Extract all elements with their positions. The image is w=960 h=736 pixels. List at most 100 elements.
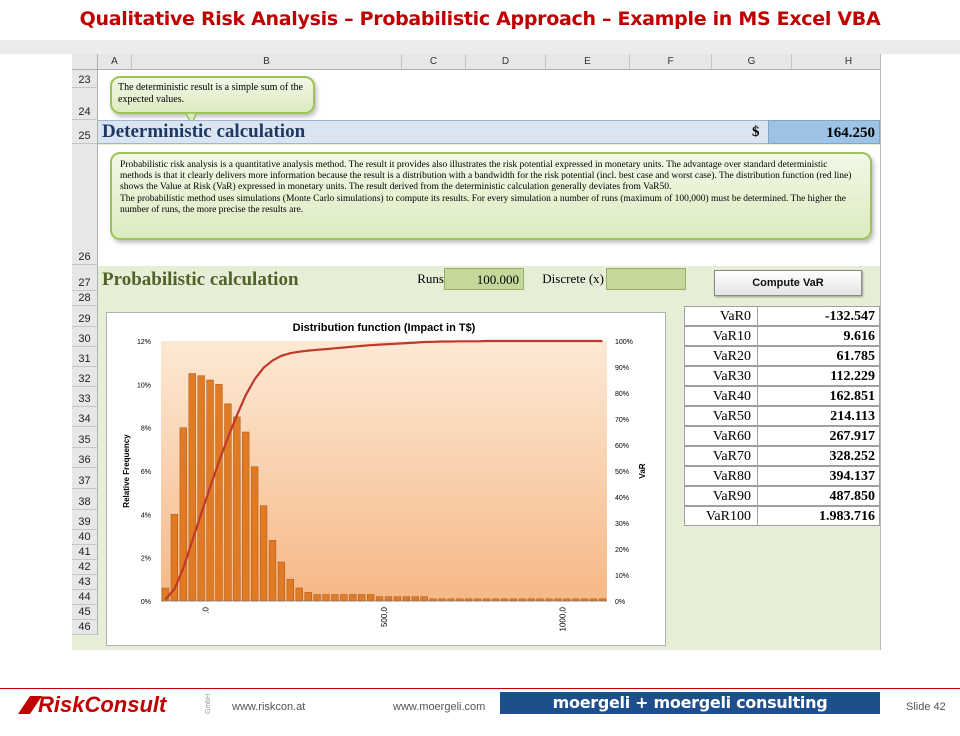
- column-header-h[interactable]: H: [792, 54, 880, 70]
- column-header-b[interactable]: B: [132, 54, 402, 70]
- var-label[interactable]: VaR0: [684, 306, 758, 326]
- slide-title: Qualitative Risk Analysis – Probabilisti…: [79, 8, 881, 30]
- var-value[interactable]: 9.616: [758, 326, 880, 346]
- y2-tick-label: 10%: [615, 573, 629, 580]
- histogram-bar: [411, 596, 419, 602]
- var-value[interactable]: 328.252: [758, 446, 880, 466]
- row-header-35[interactable]: 35: [72, 427, 98, 448]
- row-header-43[interactable]: 43: [72, 575, 98, 590]
- y2-tick-label: 20%: [615, 547, 629, 554]
- select-all-corner[interactable]: [72, 54, 98, 70]
- var-label[interactable]: VaR100: [684, 506, 758, 526]
- row-header-25[interactable]: 25: [72, 120, 98, 144]
- row-header-33[interactable]: 33: [72, 387, 98, 407]
- row-header-27[interactable]: 27: [72, 265, 98, 291]
- note-probabilistic-p2: The probabilistic method uses simulation…: [120, 193, 846, 215]
- histogram-bar: [420, 596, 428, 602]
- column-header-e[interactable]: E: [546, 54, 630, 70]
- histogram-bar: [358, 594, 366, 602]
- row-header-34[interactable]: 34: [72, 407, 98, 427]
- column-header-f[interactable]: F: [630, 54, 712, 70]
- var-value[interactable]: 487.850: [758, 486, 880, 506]
- row-header-29[interactable]: 29: [72, 306, 98, 327]
- footer-url-riskcon[interactable]: www.riskcon.at: [232, 701, 306, 713]
- var-row: VaR50 214.113: [684, 406, 880, 426]
- row-header-36[interactable]: 36: [72, 448, 98, 468]
- row-header-44[interactable]: 44: [72, 590, 98, 605]
- var-row: VaR40 162.851: [684, 386, 880, 406]
- histogram-bar: [322, 594, 330, 602]
- note-deterministic-text: The deterministic result is a simple sum…: [118, 82, 303, 105]
- histogram-bar: [384, 596, 393, 602]
- y-tick-label: 10%: [137, 382, 151, 389]
- top-band: [0, 40, 960, 54]
- y2-tick-label: 80%: [615, 391, 629, 398]
- row-header-39[interactable]: 39: [72, 510, 98, 530]
- var-label[interactable]: VaR30: [684, 366, 758, 386]
- row-header-45[interactable]: 45: [72, 605, 98, 620]
- var-value[interactable]: 162.851: [758, 386, 880, 406]
- row-header-28[interactable]: 28: [72, 291, 98, 306]
- row-header-24[interactable]: 24: [72, 88, 98, 120]
- row-header-40[interactable]: 40: [72, 530, 98, 545]
- column-header-a[interactable]: A: [98, 54, 132, 70]
- runs-input[interactable]: 100.000: [444, 268, 524, 290]
- row-header-38[interactable]: 38: [72, 489, 98, 510]
- var-row: VaR90 487.850: [684, 486, 880, 506]
- row-header-31[interactable]: 31: [72, 347, 98, 367]
- histogram-bar: [375, 596, 384, 602]
- histogram-bar: [331, 594, 339, 602]
- y2-tick-label: 40%: [615, 495, 629, 502]
- var-value[interactable]: -132.547: [758, 306, 880, 326]
- column-header-g[interactable]: G: [712, 54, 792, 70]
- var-value[interactable]: 61.785: [758, 346, 880, 366]
- column-header-c[interactable]: C: [402, 54, 466, 70]
- y-axis-label: Relative Frequency: [122, 434, 131, 508]
- y2-tick-label: 30%: [615, 521, 629, 528]
- row-header-46[interactable]: 46: [72, 620, 98, 635]
- deterministic-value[interactable]: 164.250: [768, 120, 880, 144]
- y-tick-label: 4%: [141, 512, 151, 519]
- var-row: VaR60 267.917: [684, 426, 880, 446]
- discrete-input[interactable]: [606, 268, 686, 290]
- x-tick-label: .0: [202, 606, 211, 613]
- row-header-26[interactable]: 26: [72, 144, 98, 265]
- compute-var-button[interactable]: Compute VaR: [714, 270, 862, 296]
- row-header-32[interactable]: 32: [72, 367, 98, 387]
- histogram-bar: [268, 540, 277, 602]
- footer-url-moergeli[interactable]: www.moergeli.com: [393, 701, 486, 713]
- var-label[interactable]: VaR80: [684, 466, 758, 486]
- column-header-d[interactable]: D: [466, 54, 546, 70]
- var-value[interactable]: 214.113: [758, 406, 880, 426]
- var-value[interactable]: 394.137: [758, 466, 880, 486]
- var-label[interactable]: VaR90: [684, 486, 758, 506]
- var-label[interactable]: VaR40: [684, 386, 758, 406]
- y-tick-label: 2%: [141, 556, 151, 563]
- row-header-23[interactable]: 23: [72, 70, 98, 88]
- y-tick-label: 6%: [141, 469, 151, 476]
- var-value[interactable]: 112.229: [758, 366, 880, 386]
- histogram-bar: [402, 596, 410, 602]
- var-label[interactable]: VaR10: [684, 326, 758, 346]
- var-label[interactable]: VaR70: [684, 446, 758, 466]
- riskconsult-logo: RiskConsult GmbH: [16, 692, 216, 717]
- row-header-37[interactable]: 37: [72, 468, 98, 489]
- y2-tick-label: 0%: [615, 599, 625, 606]
- var-row: VaR80 394.137: [684, 466, 880, 486]
- riskconsult-logo-mark: RiskConsult GmbH: [18, 692, 212, 717]
- row-header-30[interactable]: 30: [72, 327, 98, 347]
- var-label[interactable]: VaR60: [684, 426, 758, 446]
- histogram-bar: [393, 596, 402, 602]
- logo-gmbh: GmbH: [205, 694, 212, 714]
- histogram-bar: [277, 561, 286, 602]
- histogram-bar: [251, 466, 259, 602]
- var-value[interactable]: 267.917: [758, 426, 880, 446]
- var-value[interactable]: 1.983.716: [758, 506, 880, 526]
- y-tick-label: 0%: [141, 599, 151, 606]
- row-header-41[interactable]: 41: [72, 545, 98, 560]
- var-label[interactable]: VaR20: [684, 346, 758, 366]
- var-label[interactable]: VaR50: [684, 406, 758, 426]
- row-header-42[interactable]: 42: [72, 560, 98, 575]
- histogram-bar: [233, 416, 241, 602]
